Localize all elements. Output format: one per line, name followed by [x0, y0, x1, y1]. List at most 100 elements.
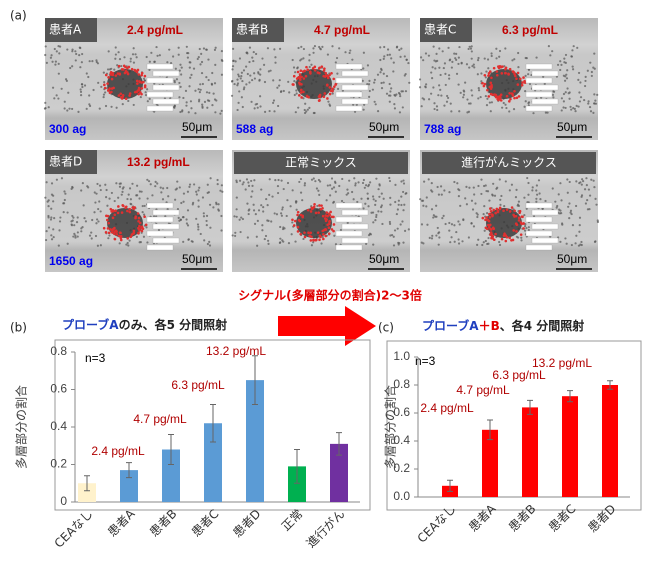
- cluster-dot: [104, 231, 108, 234]
- particle: [282, 226, 285, 229]
- particle: [253, 222, 257, 226]
- particle: [375, 215, 378, 219]
- particle: [399, 223, 402, 226]
- particle: [368, 232, 372, 235]
- particle: [123, 56, 126, 59]
- particle: [484, 94, 487, 98]
- particle: [81, 52, 84, 56]
- particle: [271, 195, 274, 198]
- particle: [219, 189, 222, 192]
- cluster-dot: [330, 71, 333, 75]
- particle: [564, 237, 567, 240]
- particle: [574, 204, 578, 208]
- particle: [256, 244, 259, 247]
- particle: [594, 99, 597, 102]
- cluster-dot: [508, 210, 512, 213]
- particle: [455, 72, 459, 75]
- y-axis-label: 多層部分の割合: [383, 385, 398, 469]
- particle: [575, 190, 578, 193]
- particle: [98, 200, 101, 203]
- particle: [588, 194, 592, 197]
- particle: [236, 78, 239, 81]
- particle: [499, 198, 502, 201]
- error-bar: [487, 419, 493, 441]
- cluster-dot: [140, 92, 143, 96]
- cluster-dot: [306, 68, 310, 72]
- particle: [64, 192, 67, 195]
- particle: [397, 203, 400, 206]
- cluster-dot: [308, 234, 312, 238]
- y-tick-label: 0.2: [393, 461, 410, 475]
- particle: [276, 184, 280, 188]
- particle: [214, 46, 217, 49]
- particle: [560, 109, 563, 112]
- particle: [404, 192, 407, 195]
- particle: [388, 100, 391, 103]
- particle: [106, 68, 110, 71]
- particle: [256, 106, 259, 109]
- cluster-dot: [523, 81, 527, 84]
- particle: [214, 111, 217, 114]
- particle: [567, 92, 570, 95]
- particle: [431, 234, 434, 237]
- particle: [402, 190, 405, 194]
- particle: [182, 240, 185, 243]
- particle: [206, 242, 209, 246]
- particle: [47, 199, 50, 202]
- cluster-dot: [512, 229, 515, 232]
- particle: [241, 105, 244, 109]
- particle: [374, 203, 377, 206]
- cluster-dot: [296, 225, 300, 229]
- cluster-dot: [107, 89, 110, 92]
- particle: [457, 238, 460, 241]
- particle: [593, 102, 596, 105]
- particle: [566, 191, 569, 194]
- particle: [95, 192, 98, 195]
- cluster-dot: [140, 81, 143, 84]
- particle: [401, 90, 405, 93]
- cluster-dot: [137, 227, 141, 231]
- particle: [207, 191, 210, 194]
- error-bar: [527, 399, 533, 415]
- particle: [334, 243, 338, 246]
- particle: [476, 58, 480, 62]
- particle: [495, 187, 498, 190]
- particle: [205, 214, 209, 217]
- particle: [198, 91, 201, 94]
- particle: [118, 185, 122, 188]
- particle: [196, 223, 200, 226]
- particle: [266, 47, 270, 50]
- particle: [213, 48, 217, 51]
- particle: [466, 111, 469, 114]
- particle: [432, 86, 435, 89]
- particle: [363, 186, 366, 189]
- particle: [443, 62, 447, 65]
- measure-box: [341, 98, 369, 105]
- cluster-dot: [121, 93, 125, 97]
- particle: [382, 197, 385, 200]
- bar: [162, 449, 180, 502]
- particle: [348, 179, 351, 182]
- measure-box: [146, 202, 174, 209]
- particle: [270, 220, 273, 223]
- particle: [318, 193, 321, 197]
- cluster-dot: [325, 211, 329, 214]
- x-tick-label: 正常: [279, 507, 306, 534]
- cluster-dot: [117, 234, 121, 238]
- particle: [273, 212, 276, 215]
- particle: [422, 242, 425, 245]
- particle: [393, 103, 396, 106]
- particle: [91, 218, 94, 222]
- particle: [174, 188, 177, 191]
- particle: [265, 197, 268, 201]
- particle: [408, 81, 411, 84]
- particle: [135, 235, 138, 238]
- particle: [98, 107, 101, 110]
- particle: [49, 218, 53, 221]
- cluster-dot: [513, 209, 516, 213]
- particle: [447, 74, 451, 77]
- particle: [538, 192, 541, 195]
- particle: [50, 182, 54, 185]
- cluster-dot: [128, 207, 132, 211]
- particle: [158, 54, 161, 57]
